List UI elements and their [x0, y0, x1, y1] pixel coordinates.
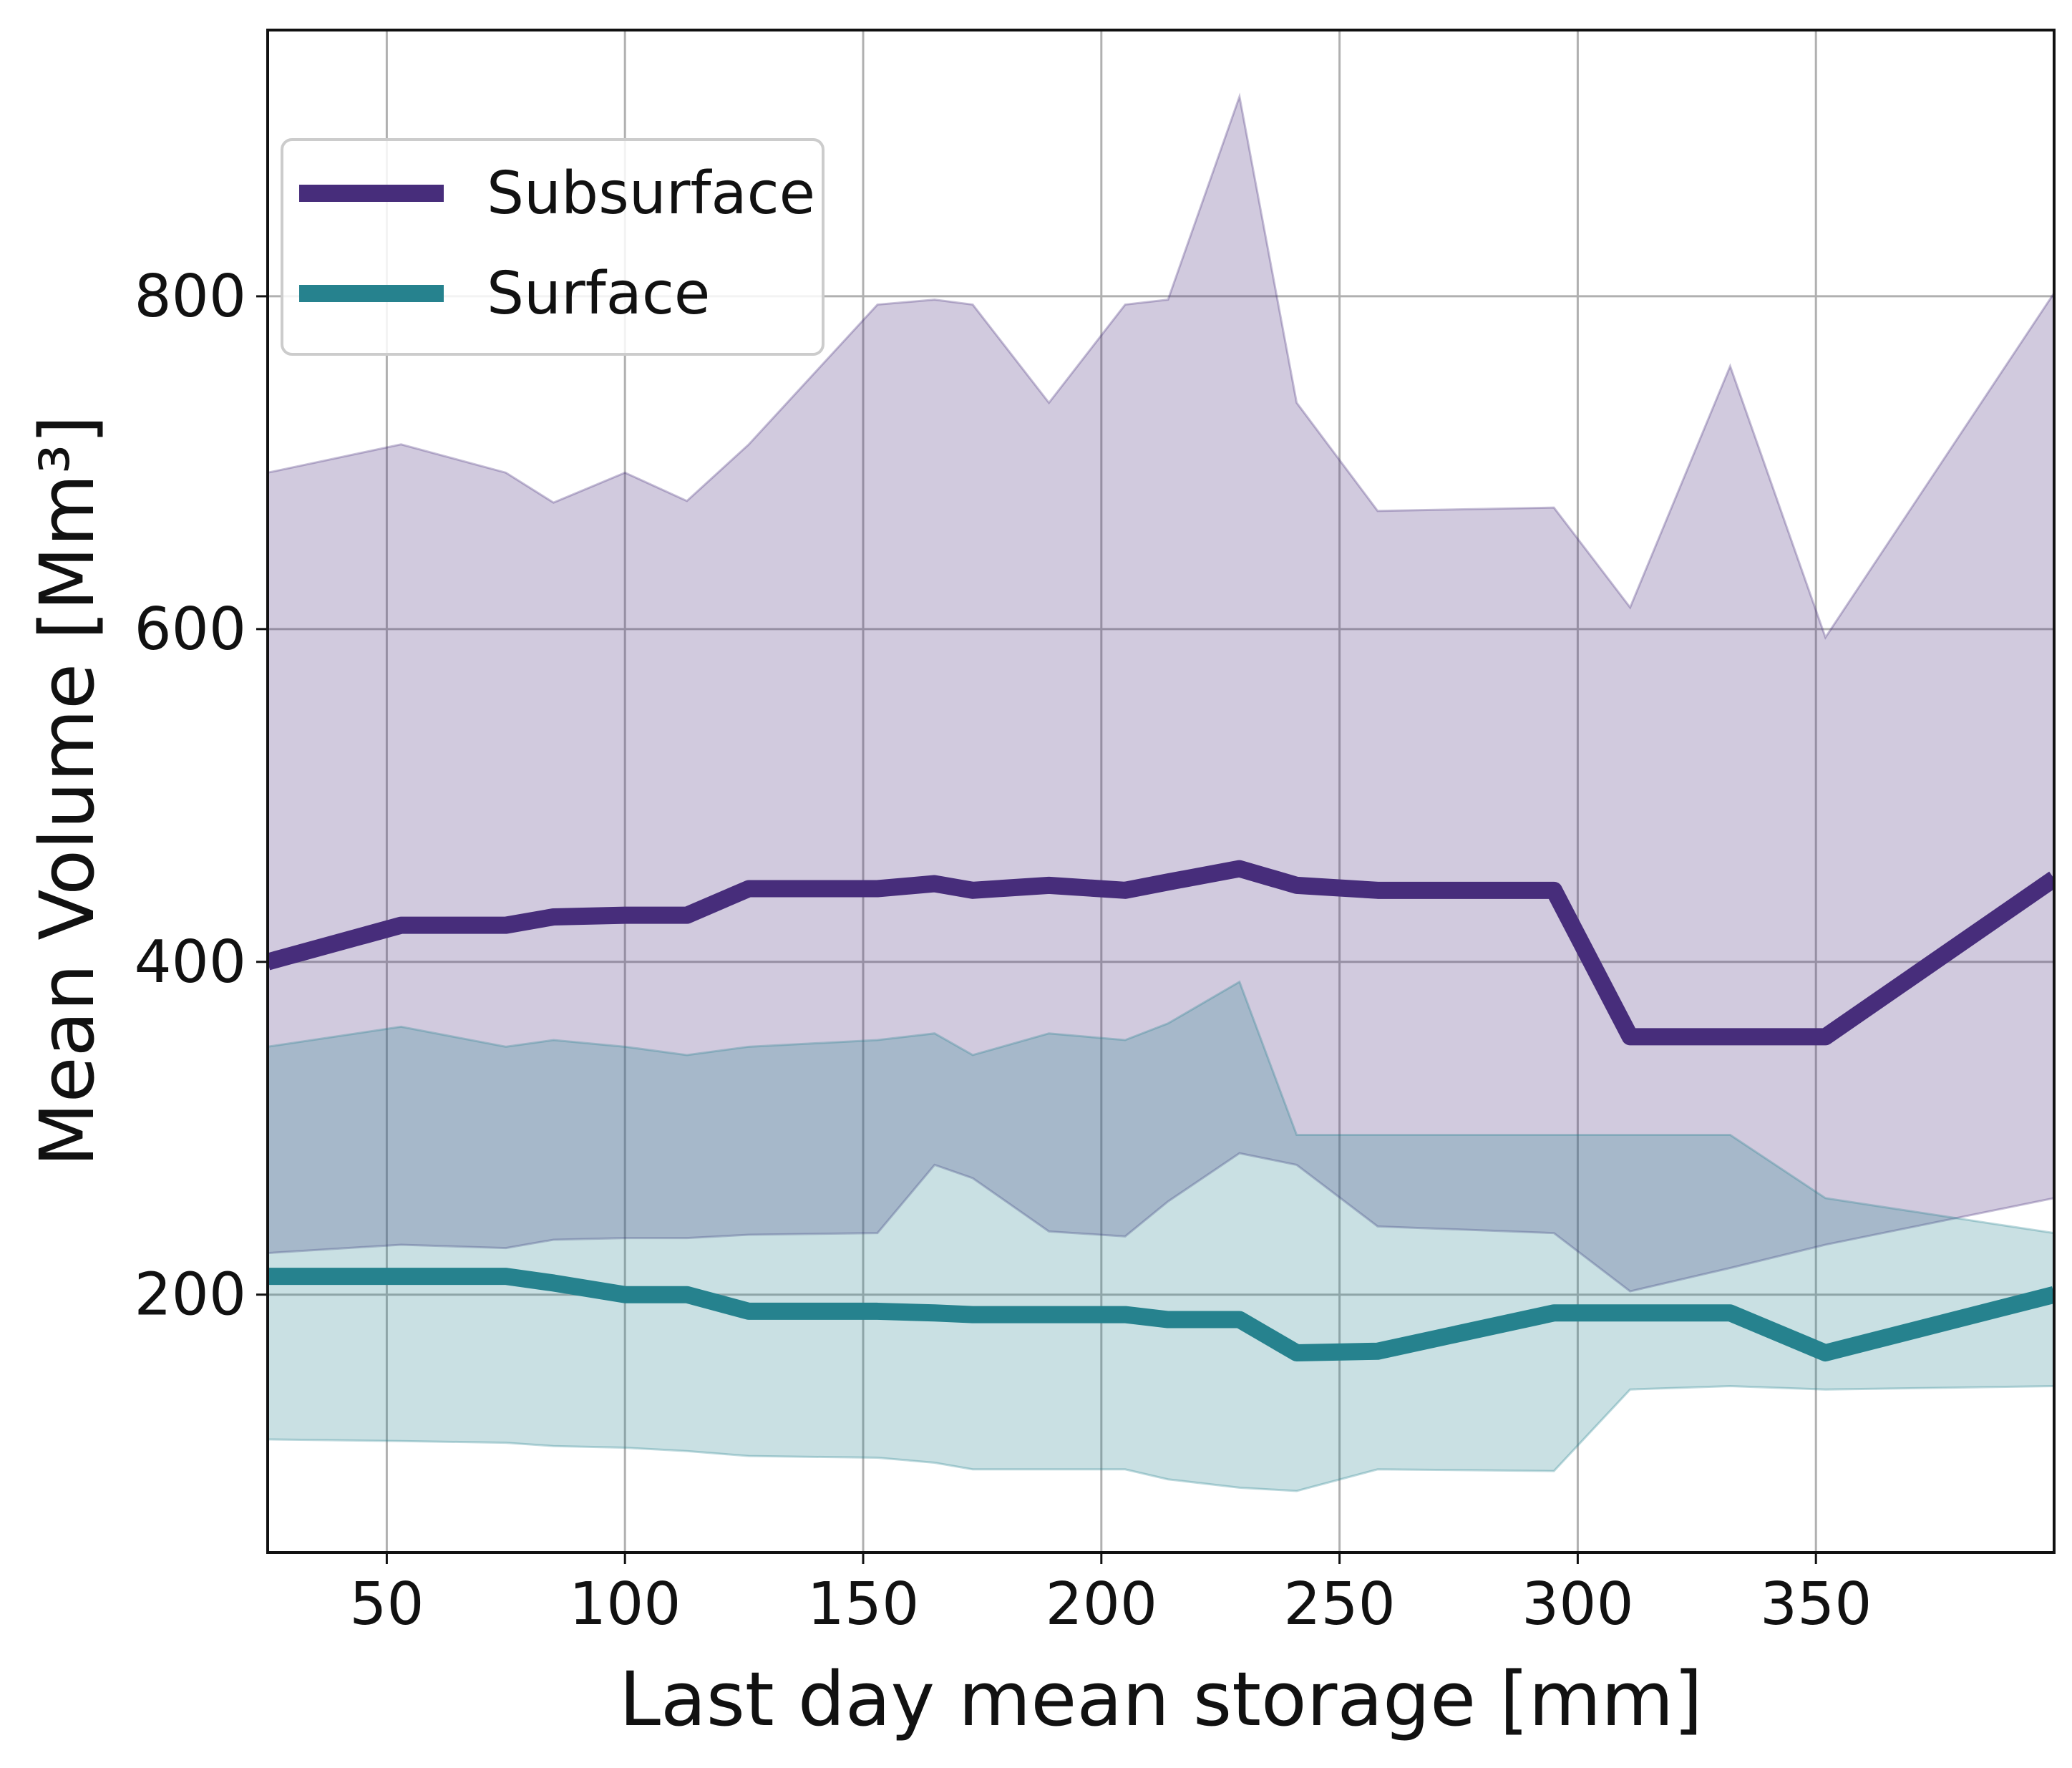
legend-label-subsurface: Subsurface [487, 160, 815, 228]
point-surface [1553, 1312, 1555, 1313]
series-lines [268, 860, 2054, 1362]
x-tick-label: 300 [1522, 1570, 1634, 1638]
point-surface [1049, 1314, 1050, 1316]
point-surface [553, 1282, 554, 1283]
point-surface [505, 1276, 507, 1277]
point-subsurface [1296, 885, 1298, 886]
point-surface [686, 1294, 688, 1296]
plot-frame [266, 29, 2056, 1554]
x-tick-label: 350 [1760, 1570, 1872, 1638]
x-tick-label: 100 [569, 1570, 681, 1638]
x-tick-label: 150 [807, 1570, 920, 1638]
point-subsurface [1729, 1036, 1731, 1037]
point-surface [1729, 1312, 1731, 1313]
point-surface [972, 1314, 973, 1316]
legend-label-surface: Surface [487, 260, 710, 328]
point-surface [1825, 1352, 1827, 1354]
x-tick-label: 250 [1283, 1570, 1396, 1638]
point-surface [1239, 1319, 1240, 1321]
point-subsurface [1630, 1036, 1631, 1037]
line-surface [268, 1268, 2054, 1362]
point-surface [1124, 1314, 1126, 1316]
point-surface [748, 1311, 749, 1312]
point-subsurface [1049, 885, 1050, 886]
x-tick-label: 50 [349, 1570, 424, 1638]
y-tick-label: 400 [134, 928, 246, 996]
point-subsurface [400, 925, 402, 926]
band-surface [268, 980, 2054, 1492]
point-surface [1296, 1352, 1298, 1354]
point-subsurface [1377, 890, 1378, 891]
point-subsurface [553, 916, 554, 918]
point-subsurface [1167, 881, 1169, 883]
y-tick-label: 200 [134, 1261, 246, 1329]
grid [268, 30, 2054, 1553]
point-subsurface [972, 890, 973, 891]
point-subsurface [748, 888, 749, 889]
y-tick-label: 800 [134, 263, 246, 331]
point-surface [934, 1312, 935, 1313]
point-subsurface [877, 888, 878, 889]
point-surface [877, 1311, 878, 1312]
point-surface [400, 1276, 402, 1277]
point-subsurface [686, 915, 688, 916]
point-subsurface [1124, 890, 1126, 891]
point-subsurface [934, 883, 935, 885]
point-surface [1630, 1312, 1631, 1313]
point-surface [1167, 1319, 1169, 1321]
legend: Subsurface Surface [281, 138, 825, 356]
point-subsurface [505, 925, 507, 926]
y-tick-label: 600 [134, 596, 246, 664]
x-axis-ticks: 50 100 150 200 250 300 350 [349, 1553, 1872, 1638]
y-axis-label: Mean Volume [Mm³] [24, 415, 111, 1167]
x-axis-label: Last day mean storage [mm] [619, 1656, 1703, 1743]
x-tick-label: 200 [1046, 1570, 1158, 1638]
line-subsurface [268, 860, 2054, 1046]
point-surface [624, 1294, 626, 1296]
point-subsurface [1239, 868, 1240, 870]
y-axis-ticks: 200 400 600 800 [134, 263, 268, 1329]
point-subsurface [624, 915, 626, 916]
point-subsurface [1553, 890, 1555, 891]
point-subsurface [1825, 1036, 1827, 1037]
point-surface [1377, 1351, 1378, 1352]
